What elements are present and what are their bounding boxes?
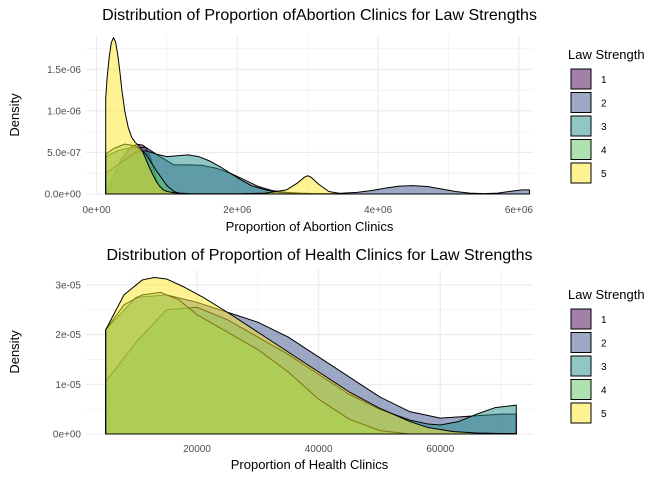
y-tick-label: 5.0e-07 [47, 148, 81, 159]
x-tick-label: 2e+06 [223, 205, 252, 216]
gridlines [86, 36, 533, 195]
legend-key-law-5 [570, 162, 592, 184]
legend-key-law-1 [570, 308, 592, 330]
x-axis-title: Proportion of Abortion Clinics [226, 219, 394, 234]
x-axis: 0e+00 2e+06 4e+06 6e+06 [83, 205, 534, 216]
y-tick-label: 1.0e-06 [47, 106, 81, 117]
legend-key-law-2 [570, 332, 592, 353]
legend-title: Law Strength [568, 47, 645, 62]
chart-1: 0e+00 2e+06 4e+06 6e+06 0.0e+00 5.0e-07 1.0e-0… [7, 7, 645, 234]
legend-key-law-4 [570, 139, 592, 160]
legend-label: 3 [601, 362, 607, 373]
x-tick-label: 4e+06 [364, 205, 393, 216]
legend: Law Strength 1 2 3 4 5 [568, 287, 645, 424]
y-tick-label: 3e-05 [55, 280, 81, 291]
legend-key-law-1 [570, 68, 592, 90]
density-area-law-5 [105, 37, 344, 195]
y-axis: 0e+00 1e-05 2e-05 3e-05 [53, 280, 82, 440]
x-tick-label: 60000 [426, 444, 454, 455]
legend-label: 2 [601, 339, 607, 350]
legend-label: 3 [601, 122, 607, 133]
x-tick-label: 0e+00 [83, 205, 112, 216]
legend-key-law-3 [570, 115, 592, 137]
y-axis: 0.0e+00 5.0e-07 1.0e-06 1.5e-06 [45, 65, 82, 201]
legend-title: Law Strength [568, 287, 645, 302]
legend-label: 5 [601, 169, 607, 180]
x-tick-label: 20000 [183, 444, 211, 455]
y-axis-title: Density [7, 93, 22, 137]
y-tick-label: 1.5e-06 [47, 65, 81, 76]
chart-title: Distribution of Proportion ofAbortion Cl… [102, 7, 537, 24]
legend-label: 1 [601, 315, 607, 326]
legend-label: 5 [601, 409, 607, 420]
y-tick-label: 2e-05 [55, 330, 81, 341]
chart-2: 20000 40000 60000 0e+00 1e-05 2e-05 3e-05 Distr… [7, 247, 645, 472]
legend-key-law-4 [570, 379, 592, 400]
y-tick-label: 0e+00 [53, 430, 82, 441]
legend-label: 4 [601, 386, 607, 397]
legend-key-law-3 [570, 355, 592, 377]
legend-label: 1 [601, 75, 607, 86]
x-axis: 20000 40000 60000 [183, 444, 455, 455]
y-tick-label: 0.0e+00 [45, 190, 82, 201]
density-areas [105, 276, 517, 435]
y-axis-title: Density [7, 330, 22, 374]
density-area-law-5 [105, 276, 517, 435]
chart-title: Distribution of Proportion of Health Cli… [107, 247, 533, 264]
x-axis-title: Proportion of Health Clinics [231, 457, 389, 472]
legend-key-law-2 [570, 92, 592, 113]
legend-key-law-5 [570, 402, 592, 424]
legend-label: 4 [601, 146, 607, 157]
x-tick-label: 6e+06 [505, 205, 534, 216]
legend-label: 2 [601, 99, 607, 110]
density-areas [105, 37, 530, 195]
x-tick-label: 40000 [305, 444, 333, 455]
legend: Law Strength 1 2 3 4 5 [568, 47, 645, 184]
y-tick-label: 1e-05 [55, 380, 81, 391]
